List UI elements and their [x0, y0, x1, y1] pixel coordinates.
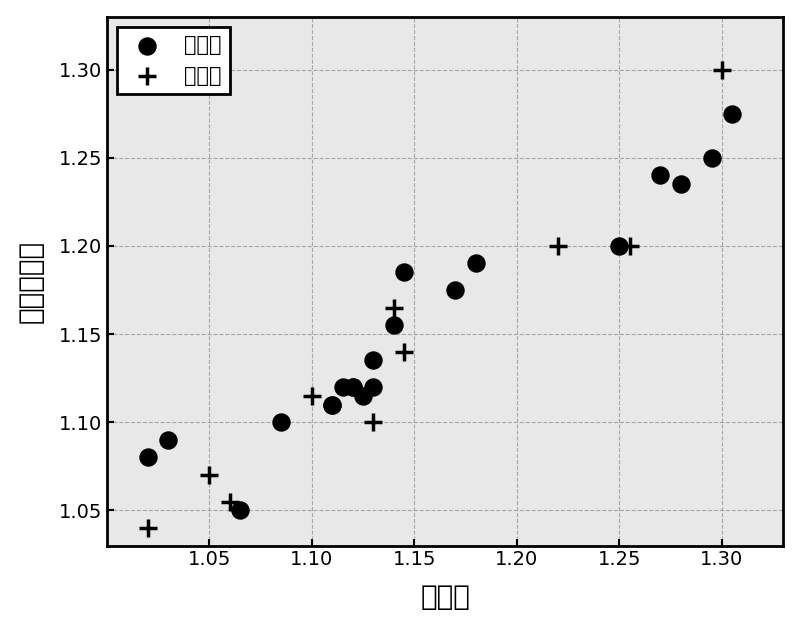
训练集: [346, 382, 359, 392]
预测集: [623, 241, 636, 251]
Y-axis label: 模型计算値: 模型计算値: [17, 239, 45, 323]
预测集: [223, 497, 236, 507]
训练集: [346, 382, 359, 392]
训练集: [449, 285, 462, 295]
训练集: [357, 391, 370, 401]
训练集: [387, 320, 400, 330]
预测集: [203, 470, 216, 480]
训练集: [274, 417, 287, 427]
训练集: [367, 382, 380, 392]
训练集: [367, 355, 380, 365]
训练集: [234, 506, 246, 516]
预测集: [306, 391, 318, 401]
训练集: [654, 170, 666, 180]
训练集: [398, 268, 410, 278]
训练集: [726, 109, 738, 119]
训练集: [674, 179, 687, 189]
X-axis label: 观测値: 观测値: [420, 583, 470, 611]
训练集: [326, 399, 338, 409]
预测集: [387, 303, 400, 313]
训练集: [326, 399, 338, 409]
预测集: [551, 241, 564, 251]
Legend: 训练集, 预测集: 训练集, 预测集: [118, 27, 230, 94]
训练集: [613, 241, 626, 251]
预测集: [398, 347, 410, 357]
训练集: [470, 259, 482, 269]
预测集: [367, 417, 380, 427]
训练集: [705, 153, 718, 163]
预测集: [715, 65, 728, 75]
训练集: [336, 382, 349, 392]
预测集: [142, 523, 154, 533]
训练集: [142, 452, 154, 462]
训练集: [162, 435, 175, 445]
